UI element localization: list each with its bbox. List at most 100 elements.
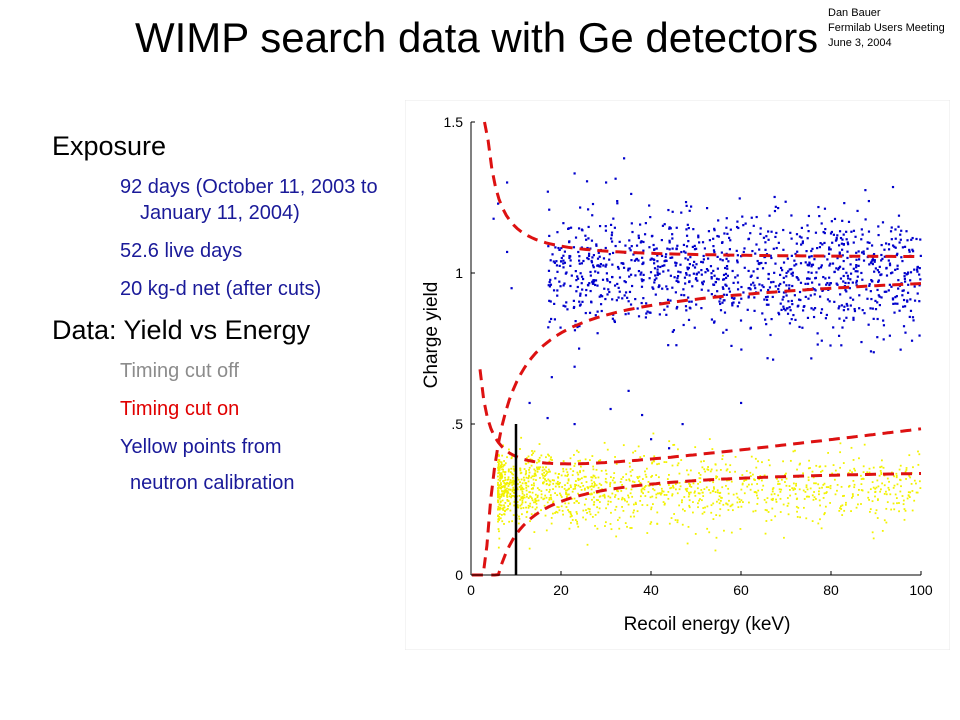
neutron-point — [836, 483, 839, 486]
neutron-point — [502, 509, 505, 511]
electron-point — [813, 293, 816, 296]
electron-point — [725, 265, 729, 268]
electron-point — [611, 298, 614, 301]
electron-point — [879, 273, 882, 277]
neutron-point — [592, 465, 595, 468]
electron-point — [591, 256, 594, 259]
electron-point — [819, 266, 823, 269]
neutron-point — [895, 472, 898, 475]
electron-point — [835, 236, 838, 240]
electron-point — [637, 259, 640, 262]
electron-point — [553, 302, 556, 305]
electron-point — [637, 236, 640, 240]
neutron-point — [498, 503, 501, 506]
electron-point — [693, 266, 697, 269]
neutron-point — [901, 495, 904, 497]
electron-point — [782, 281, 786, 284]
neutron-point — [723, 529, 725, 532]
electron-point — [903, 245, 907, 248]
electron-point — [676, 305, 679, 309]
electron-point — [596, 257, 600, 260]
neutron-point — [499, 517, 502, 520]
electron-point — [664, 255, 667, 259]
neutron-point — [767, 459, 770, 461]
neutron-point — [576, 522, 579, 525]
electron-point — [731, 269, 734, 273]
electron-point — [826, 298, 830, 301]
neutron-point — [591, 516, 594, 518]
electron-point — [697, 234, 700, 237]
electron-point — [659, 265, 662, 269]
electron-point — [890, 285, 893, 288]
electron-point — [906, 272, 909, 275]
neutron-point — [603, 441, 606, 444]
neutron-point — [605, 481, 608, 484]
neutron-point — [725, 469, 728, 472]
neutron-point — [725, 479, 728, 482]
neutron-point — [678, 472, 681, 475]
neutron-point — [497, 454, 500, 457]
electron-point — [762, 236, 766, 239]
electron-point — [847, 220, 851, 223]
neutron-point — [576, 512, 578, 515]
electron-point — [683, 294, 686, 297]
electron-point — [616, 202, 619, 205]
electron-point — [820, 311, 823, 314]
electron-point — [855, 258, 858, 261]
electron-point — [779, 302, 782, 305]
electron-point — [838, 252, 841, 255]
neutron-point — [838, 509, 841, 512]
neutron-point — [704, 506, 706, 509]
neutron-point — [768, 464, 771, 467]
neutron-point — [541, 482, 544, 485]
electron-point — [816, 343, 819, 346]
electron-point — [906, 300, 909, 303]
electron-point — [587, 237, 590, 240]
electron-point — [611, 275, 614, 279]
electron-point — [732, 281, 735, 284]
electron-point — [768, 286, 772, 289]
neutron-point — [632, 511, 635, 514]
x-tick-label: 80 — [823, 582, 839, 598]
neutron-point — [625, 487, 628, 490]
electron-point — [798, 290, 802, 294]
neutron-point — [677, 462, 680, 465]
neutron-point — [557, 483, 559, 485]
electron-point — [853, 309, 857, 313]
neutron-point — [701, 466, 704, 469]
electron-point — [579, 294, 582, 297]
electron-point — [774, 262, 777, 265]
electron-point — [630, 192, 633, 196]
electron-point — [791, 284, 794, 288]
neutron-point — [652, 432, 655, 435]
electron-point — [679, 271, 682, 274]
neutron-point — [782, 503, 785, 506]
neutron-point — [580, 482, 583, 485]
neutron-point — [622, 444, 625, 447]
neutron-point — [795, 484, 797, 487]
neutron-point — [775, 500, 778, 503]
electron-point — [608, 258, 611, 261]
electron-point — [639, 241, 642, 244]
electron-point — [918, 267, 921, 270]
neutron-point — [567, 493, 570, 496]
electron-point — [656, 271, 659, 274]
electron-point — [656, 273, 660, 276]
neutron-point — [497, 458, 500, 461]
neutron-point — [526, 493, 528, 496]
electron-point — [688, 280, 691, 284]
electron-point — [717, 235, 720, 238]
electron-point — [909, 279, 912, 282]
neutron-point — [820, 470, 822, 473]
electron-point — [773, 195, 776, 199]
electron-point — [658, 272, 661, 275]
neutron-point — [716, 475, 719, 478]
neutron-point — [548, 454, 550, 457]
electron-point — [773, 271, 776, 274]
electron-point — [569, 226, 573, 229]
neutron-point — [698, 477, 701, 480]
electron-point — [675, 247, 678, 250]
neutron-point — [671, 493, 674, 496]
neutron-point — [501, 468, 504, 471]
neutron-point — [534, 474, 537, 477]
